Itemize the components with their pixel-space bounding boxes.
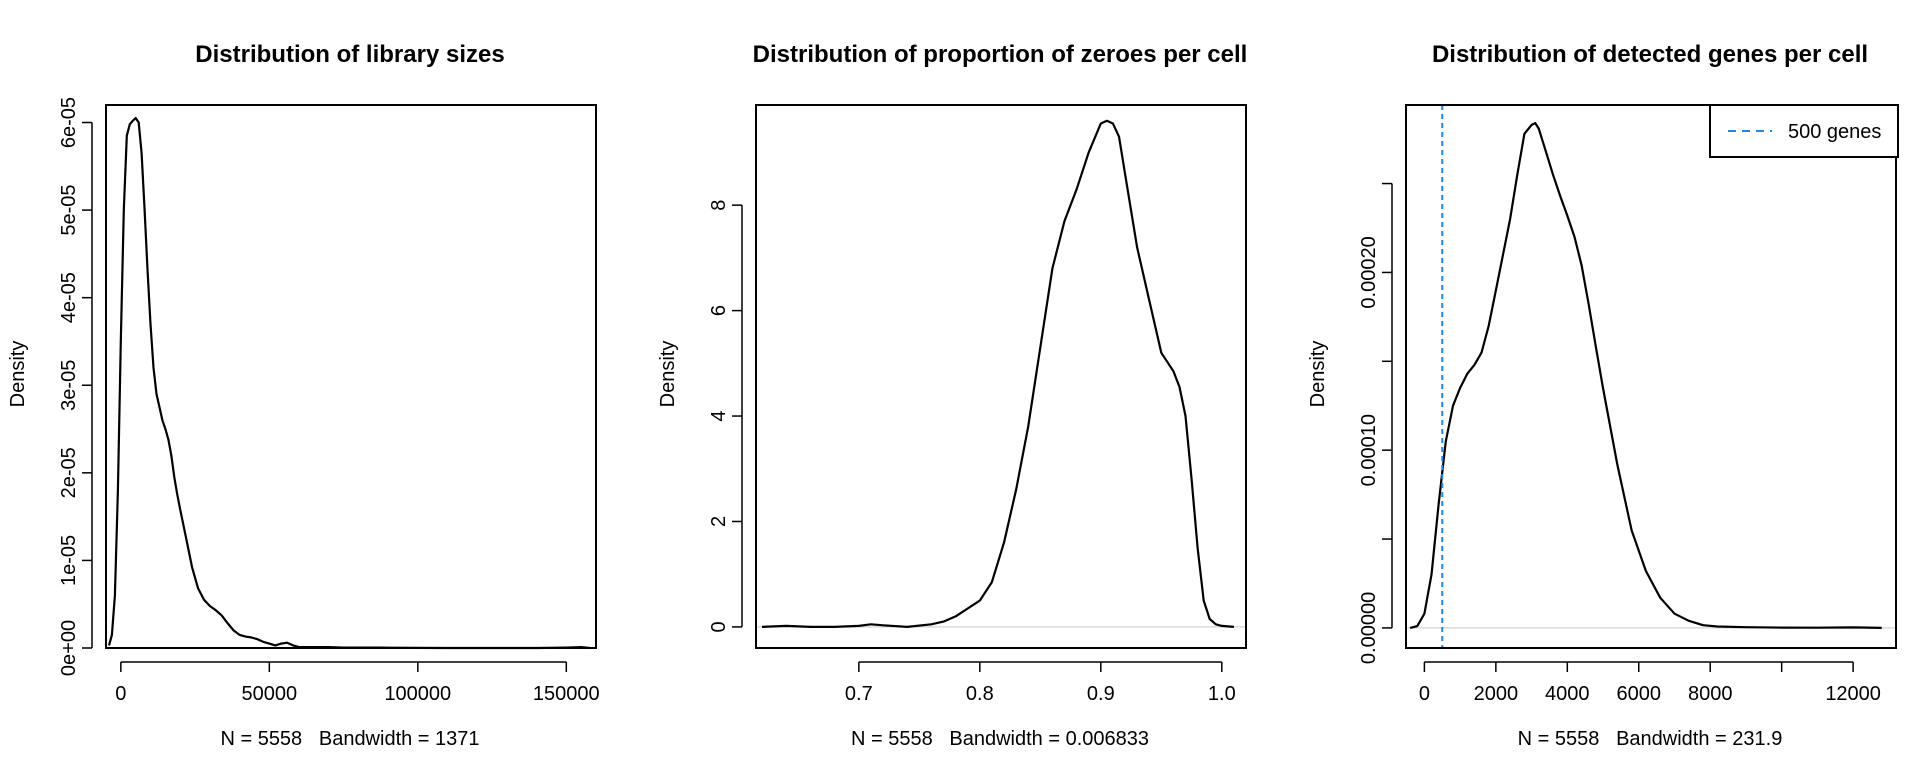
x-tick-label: 4000: [1545, 683, 1590, 705]
x-tick-label: 0.8: [966, 683, 994, 705]
y-tick-label: 0e+00: [58, 620, 80, 676]
x-tick-label: 1.0: [1208, 683, 1236, 705]
y-axis-label: Density: [7, 341, 29, 408]
x-tick-label: 0.9: [1087, 683, 1115, 705]
chart-title: Distribution of detected genes per cell: [1432, 41, 1868, 68]
y-tick-label: 4e-05: [58, 272, 80, 323]
y-tick-label: 2: [708, 516, 730, 527]
x-axis-label: N = 5558 Bandwidth = 1371: [220, 728, 479, 750]
y-tick-label: 0.00000: [1358, 592, 1380, 664]
x-tick-label: 12000: [1825, 683, 1881, 705]
plot-frame: [105, 104, 597, 649]
x-tick-label: 2000: [1474, 683, 1519, 705]
legend-label: 500 genes: [1788, 121, 1881, 143]
y-tick-label: 5e-05: [58, 185, 80, 236]
x-axis-label: N = 5558 Bandwidth = 231.9: [1518, 728, 1783, 750]
chart-title: Distribution of proportion of zeroes per…: [753, 41, 1248, 68]
y-tick-label: 1e-05: [58, 535, 80, 586]
y-tick-label: 4: [708, 410, 730, 421]
x-tick-label: 0: [1419, 683, 1430, 705]
y-tick-label: 8: [708, 200, 730, 211]
y-tick-label: 0.00010: [1358, 414, 1380, 486]
panel-detected-genes: Distribution of detected genes per cell …: [1307, 41, 1899, 750]
y-tick-label: 0.00020: [1358, 236, 1380, 308]
y-tick-label: 3e-05: [58, 360, 80, 411]
y-tick-label: 6e-05: [58, 97, 80, 148]
x-tick-label: 100000: [384, 683, 451, 705]
plot-frame: [755, 104, 1247, 649]
y-tick-label: 2e-05: [58, 447, 80, 498]
y-tick-label: 6: [708, 305, 730, 316]
x-tick-label: 0: [115, 683, 126, 705]
x-tick-label: 150000: [533, 683, 600, 705]
density-curve: [761, 119, 1234, 628]
y-axis-label: Density: [1307, 341, 1329, 408]
y-tick-label: 0: [708, 621, 730, 632]
x-tick-label: 6000: [1617, 683, 1662, 705]
x-tick-label: 8000: [1688, 683, 1733, 705]
x-axis-label: N = 5558 Bandwidth = 0.006833: [851, 728, 1149, 750]
density-curve: [1409, 122, 1882, 629]
legend-box: [1709, 104, 1899, 158]
y-axis-label: Density: [657, 341, 679, 408]
density-curve: [107, 117, 591, 650]
x-tick-label: 0.7: [845, 683, 873, 705]
panel-proportion-zeroes: Distribution of proportion of zeroes per…: [657, 41, 1247, 750]
x-tick-label: 50000: [242, 683, 298, 705]
plot-frame: [1405, 104, 1897, 649]
panel-library-sizes: Distribution of library sizes Density N …: [7, 41, 600, 750]
chart-title: Distribution of library sizes: [195, 41, 504, 68]
